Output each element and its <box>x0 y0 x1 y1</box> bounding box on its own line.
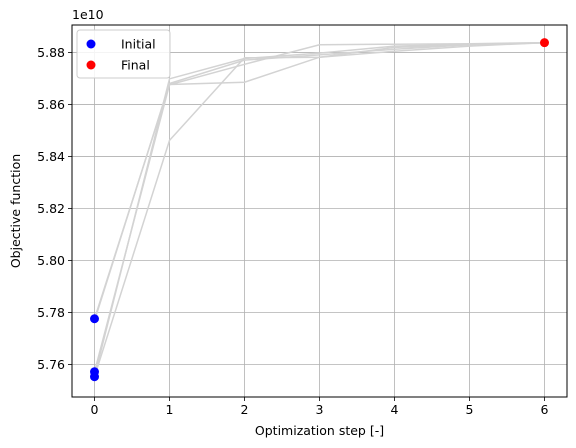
y-tick-label: 5.88 <box>37 45 65 60</box>
y-tick-label: 5.86 <box>37 97 65 112</box>
x-tick-label: 1 <box>166 402 174 417</box>
y-tick-label: 5.80 <box>37 253 65 268</box>
legend-label-final: Final <box>121 58 150 73</box>
x-tick-label: 5 <box>466 402 474 417</box>
legend-marker-final <box>86 60 96 70</box>
trajectory-lines <box>93 41 545 377</box>
y-tick-label: 5.76 <box>37 357 65 372</box>
trajectory-line <box>93 41 545 322</box>
y-axis-ticks: 5.76 5.78 5.80 5.82 5.84 5.86 5.88 <box>37 45 72 372</box>
x-tick-label: 6 <box>541 402 549 417</box>
x-tick-label: 2 <box>241 402 249 417</box>
legend-box <box>76 29 171 79</box>
x-tick-label: 3 <box>316 402 324 417</box>
x-axis-label: Optimization step [-] <box>255 423 384 438</box>
x-tick-label: 0 <box>91 402 99 417</box>
initial-point <box>90 372 99 382</box>
y-tick-label: 5.82 <box>37 201 65 216</box>
legend-label-initial: Initial <box>121 37 156 52</box>
y-offset-label: 1e10 <box>72 7 104 22</box>
y-axis-label: Objective function <box>8 154 23 268</box>
legend-marker-initial <box>86 39 96 49</box>
final-point <box>540 38 549 48</box>
scatter-points <box>90 38 549 382</box>
y-tick-label: 5.78 <box>37 305 65 320</box>
initial-point <box>90 314 99 324</box>
y-tick-label: 5.84 <box>37 149 65 164</box>
x-tick-label: 4 <box>391 402 399 417</box>
x-axis-ticks: 0 1 2 3 4 5 6 <box>91 397 549 417</box>
legend: Initial Final <box>76 29 171 79</box>
